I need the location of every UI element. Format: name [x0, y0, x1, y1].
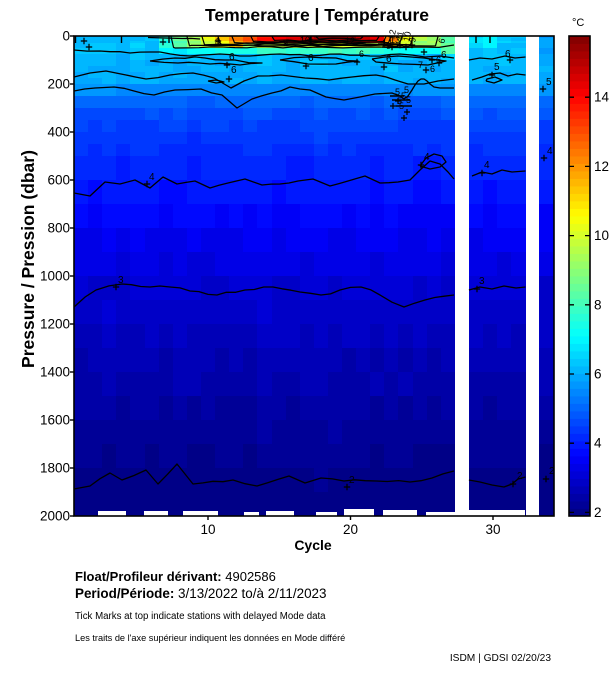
svg-text:°C: °C — [572, 17, 584, 29]
svg-text:12: 12 — [594, 159, 609, 174]
svg-text:5: 5 — [546, 77, 552, 88]
svg-text:6: 6 — [359, 49, 364, 59]
svg-text:4: 4 — [484, 160, 490, 171]
svg-text:14: 14 — [594, 90, 610, 105]
svg-text:0: 0 — [62, 29, 70, 44]
svg-text:5: 5 — [404, 85, 409, 95]
svg-text:6: 6 — [430, 64, 435, 74]
svg-text:1600: 1600 — [40, 413, 70, 428]
svg-text:Les traits de l'axe supérieur: Les traits de l'axe supérieur indiquent … — [75, 633, 345, 643]
svg-text:6: 6 — [308, 53, 314, 64]
svg-text:Cycle: Cycle — [294, 537, 332, 553]
svg-text:10: 10 — [300, 35, 310, 45]
svg-text:1200: 1200 — [40, 317, 70, 332]
svg-text:4: 4 — [149, 172, 155, 183]
svg-text:6: 6 — [231, 65, 237, 76]
svg-text:600: 600 — [47, 173, 70, 188]
svg-text:2: 2 — [594, 505, 602, 520]
svg-text:2: 2 — [549, 466, 555, 477]
svg-text:5: 5 — [494, 62, 500, 73]
svg-text:13: 13 — [390, 35, 400, 45]
svg-text:4: 4 — [594, 436, 602, 451]
svg-text:3: 3 — [479, 276, 485, 287]
svg-text:6: 6 — [505, 49, 511, 60]
svg-text:1000: 1000 — [40, 269, 70, 284]
svg-text:Temperature | Température: Temperature | Température — [205, 5, 429, 25]
svg-text:4: 4 — [424, 152, 430, 163]
svg-text:10: 10 — [594, 228, 609, 243]
svg-text:12: 12 — [386, 29, 398, 41]
svg-text:2: 2 — [517, 471, 523, 482]
svg-text:7: 7 — [418, 60, 423, 70]
svg-text:30: 30 — [485, 522, 500, 537]
svg-text:12: 12 — [345, 36, 355, 46]
svg-text:6: 6 — [436, 55, 441, 65]
svg-text:1800: 1800 — [40, 461, 70, 476]
svg-text:Pressure / Pression (dbar): Pressure / Pression (dbar) — [18, 150, 38, 368]
svg-text:6: 6 — [386, 54, 392, 65]
svg-text:9: 9 — [407, 36, 418, 43]
svg-text:10: 10 — [200, 522, 215, 537]
svg-text:5: 5 — [395, 87, 400, 97]
svg-text:ISDM | GDSI 02/20/23: ISDM | GDSI 02/20/23 — [450, 653, 552, 664]
svg-text:6: 6 — [594, 367, 602, 382]
svg-text:Float/Profileur dérivant: 4902: Float/Profileur dérivant: 4902586 — [75, 569, 276, 584]
svg-text:2000: 2000 — [40, 509, 70, 524]
svg-text:4: 4 — [547, 146, 553, 157]
svg-text:1400: 1400 — [40, 365, 70, 380]
svg-text:6: 6 — [229, 52, 235, 63]
svg-text:6: 6 — [436, 37, 447, 44]
svg-text:14: 14 — [382, 38, 392, 48]
svg-text:8: 8 — [594, 297, 602, 312]
svg-text:3: 3 — [118, 275, 124, 286]
svg-text:9: 9 — [283, 38, 288, 48]
svg-text:2: 2 — [349, 475, 355, 486]
svg-text:Period/Période: 3/13/2022 to/: Period/Période: 3/13/2022 to/à 2/11/2023 — [75, 586, 327, 601]
svg-text:200: 200 — [47, 77, 70, 92]
svg-text:9: 9 — [386, 41, 391, 51]
svg-text:Tick Marks at top indicate sta: Tick Marks at top indicate stations with… — [75, 611, 326, 622]
svg-text:20: 20 — [343, 522, 358, 537]
svg-text:6: 6 — [441, 50, 447, 61]
svg-text:800: 800 — [47, 221, 70, 236]
svg-text:400: 400 — [47, 125, 70, 140]
